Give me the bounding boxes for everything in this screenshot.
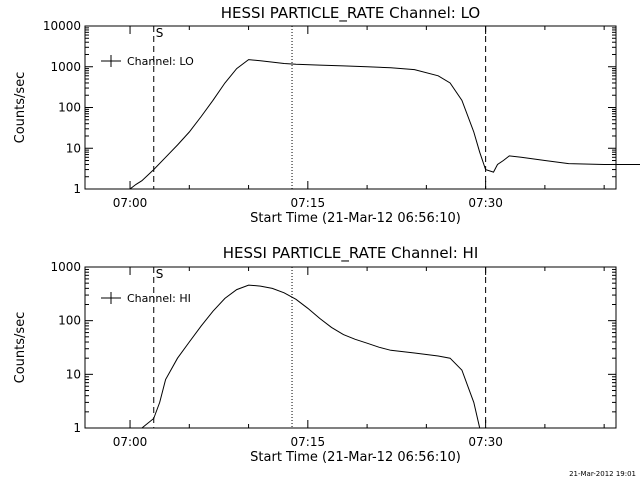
y-tick-label: 10000 xyxy=(43,19,81,33)
y-tick-label: 100 xyxy=(58,314,81,328)
y-tick-label: 1000 xyxy=(50,60,81,74)
x-axis-label: Start Time (21-Mar-12 06:56:10) xyxy=(250,211,461,226)
series-line xyxy=(141,284,481,429)
lo-channel-panel: HESSI PARTICLE_RATE Channel: LO 07:00 07:1… xyxy=(13,4,640,226)
x-tick-label: 07:30 xyxy=(468,196,503,210)
chart-title: HESSI PARTICLE_RATE Channel: LO xyxy=(221,4,480,23)
x-tick-label: 07:15 xyxy=(291,435,326,449)
time-marker-label: S xyxy=(156,267,164,281)
y-tick-label: 10 xyxy=(66,141,81,155)
print-timestamp: 21-Mar-2012 19:01 xyxy=(569,470,636,478)
y-axis-label: Counts/sec xyxy=(13,312,28,384)
x-tick-label: 07:30 xyxy=(468,435,503,449)
time-marker-label: S xyxy=(156,26,164,40)
y-axis-label: Counts/sec xyxy=(13,72,28,144)
y-tick-label: 100 xyxy=(58,101,81,115)
legend-label: Channel: HI xyxy=(127,292,191,305)
y-tick-label: 1 xyxy=(73,182,81,196)
x-tick-label: 07:00 xyxy=(113,435,148,449)
chart-title: HESSI PARTICLE_RATE Channel: HI xyxy=(223,244,479,263)
legend-label: Channel: LO xyxy=(127,55,194,68)
x-tick-label: 07:00 xyxy=(113,196,148,210)
y-tick-label: 1 xyxy=(73,421,81,435)
series-line xyxy=(129,59,640,190)
x-tick-label: 07:15 xyxy=(291,196,326,210)
hi-channel-panel: HESSI PARTICLE_RATE Channel: HI 07:00 07:1… xyxy=(13,244,617,465)
y-tick-label: 10 xyxy=(66,367,81,381)
y-tick-label: 1000 xyxy=(50,260,81,274)
plot-frame xyxy=(84,25,617,190)
x-axis-label: Start Time (21-Mar-12 06:56:10) xyxy=(250,450,461,465)
plot-frame xyxy=(84,266,617,429)
